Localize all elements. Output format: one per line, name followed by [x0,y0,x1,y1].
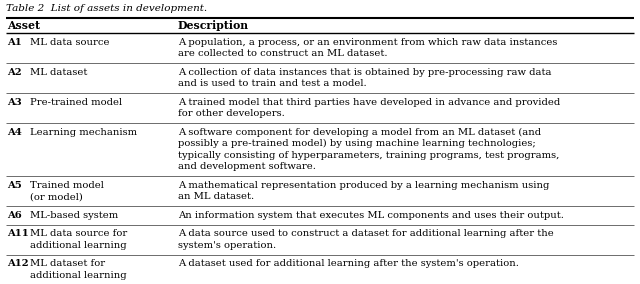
Text: Description: Description [178,20,249,31]
Text: ML data source: ML data source [30,38,109,47]
Text: and development software.: and development software. [178,162,316,171]
Text: A12: A12 [7,259,29,268]
Text: A11: A11 [7,229,29,238]
Text: for other developers.: for other developers. [178,109,285,118]
Text: Table 2  List of assets in development.: Table 2 List of assets in development. [6,4,207,13]
Text: system's operation.: system's operation. [178,241,276,250]
Text: ML dataset: ML dataset [30,68,88,77]
Text: A2: A2 [7,68,22,77]
Text: A trained model that third parties have developed in advance and provided: A trained model that third parties have … [178,98,560,107]
Text: Asset: Asset [7,20,40,31]
Text: A collection of data instances that is obtained by pre-processing raw data: A collection of data instances that is o… [178,68,552,77]
Text: A1: A1 [7,38,22,47]
Text: additional learning: additional learning [30,271,127,280]
Text: An information system that executes ML components and uses their output.: An information system that executes ML c… [178,211,564,220]
Text: typically consisting of hyperparameters, training programs, test programs,: typically consisting of hyperparameters,… [178,151,559,160]
Text: ML data source for: ML data source for [30,229,127,238]
Text: ML-based system: ML-based system [30,211,118,220]
Text: Learning mechanism: Learning mechanism [30,128,137,137]
Text: are collected to construct an ML dataset.: are collected to construct an ML dataset… [178,49,387,58]
Text: A software component for developing a model from an ML dataset (and: A software component for developing a mo… [178,128,541,137]
Text: A3: A3 [7,98,22,107]
Text: ML dataset for: ML dataset for [30,259,105,268]
Text: an ML dataset.: an ML dataset. [178,192,254,201]
Text: A5: A5 [7,181,22,190]
Text: A4: A4 [7,128,22,137]
Text: Pre-trained model: Pre-trained model [30,98,122,107]
Text: Trained model: Trained model [30,181,104,190]
Text: A data source used to construct a dataset for additional learning after the: A data source used to construct a datase… [178,229,554,238]
Text: A mathematical representation produced by a learning mechanism using: A mathematical representation produced b… [178,181,549,190]
Text: possibly a pre-trained model) by using machine learning technologies;: possibly a pre-trained model) by using m… [178,139,536,148]
Text: and is used to train and test a model.: and is used to train and test a model. [178,79,367,88]
Text: (or model): (or model) [30,192,83,201]
Text: A6: A6 [7,211,22,220]
Text: A dataset used for additional learning after the system's operation.: A dataset used for additional learning a… [178,259,519,268]
Text: A population, a process, or an environment from which raw data instances: A population, a process, or an environme… [178,38,557,47]
Text: additional learning: additional learning [30,241,127,250]
